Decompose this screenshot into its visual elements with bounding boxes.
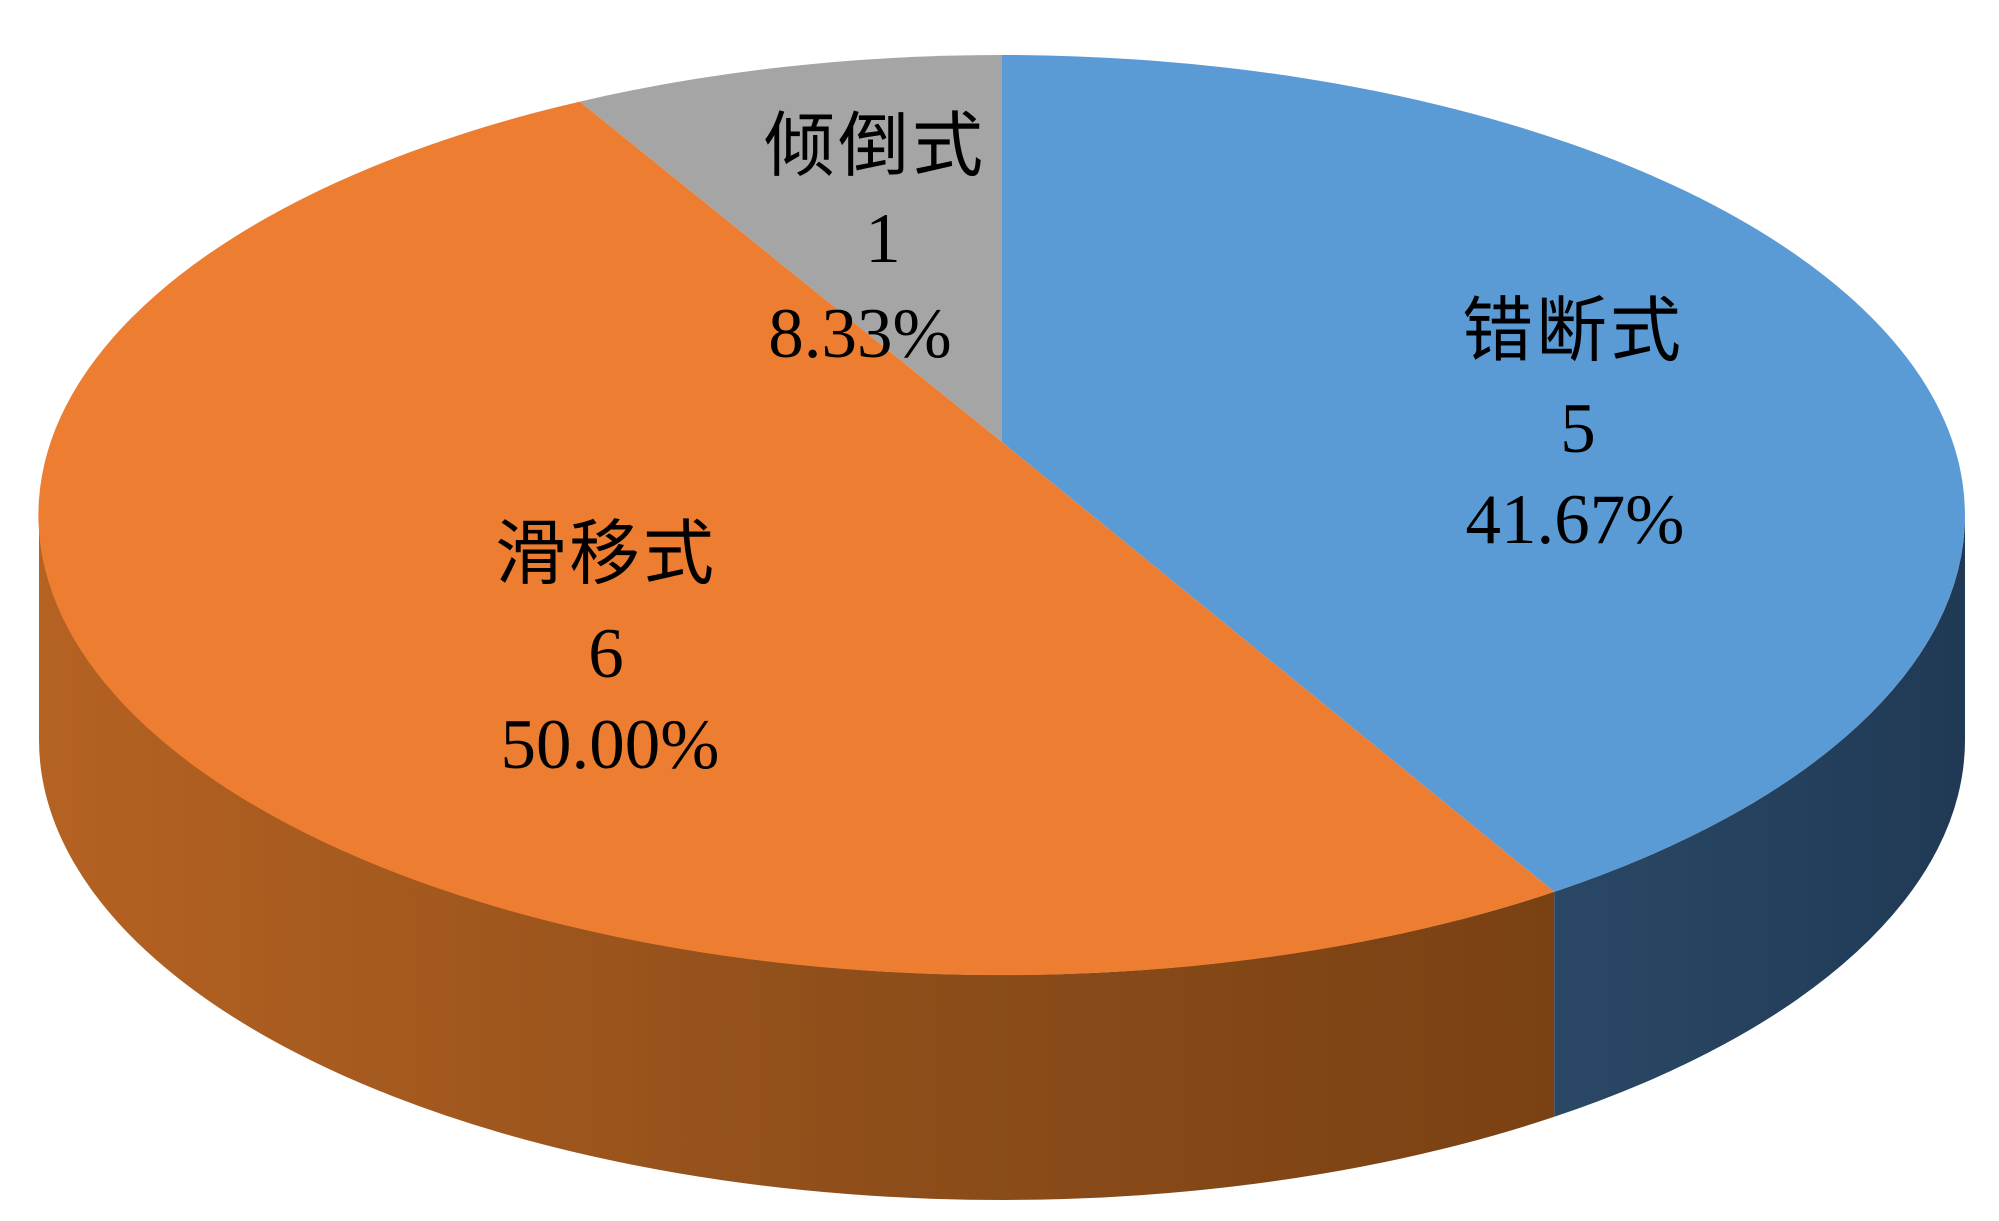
pie-slice-top-cuoduan <box>1002 55 1965 892</box>
slice-label-name-huayi: 滑移式 <box>495 516 717 594</box>
slice-label-value-qingdao: 1 <box>865 200 901 278</box>
slice-label-name-cuoduan: 错断式 <box>1462 293 1684 371</box>
slice-label-value-cuoduan: 5 <box>1560 390 1596 468</box>
pie-slice-top-huayi <box>38 101 1555 976</box>
slice-label-percent-huayi: 50.00% <box>501 706 720 784</box>
slice-label-group-huayi: 滑移式 6 50.00% <box>495 516 719 784</box>
slice-label-group-cuoduan: 错断式 5 41.67% <box>1462 293 1684 559</box>
slice-label-percent-cuoduan: 41.67% <box>1466 481 1685 559</box>
slice-label-group-qingdao: 倾倒式 1 8.33% <box>764 108 986 373</box>
slice-label-percent-qingdao: 8.33% <box>768 295 951 373</box>
slice-label-value-huayi: 6 <box>588 615 624 693</box>
slice-label-name-qingdao: 倾倒式 <box>764 108 986 186</box>
pie-slice-top-qingdao <box>579 55 1002 442</box>
pie-side-wall-blue <box>1554 515 1965 1117</box>
pie-side-wall-orange <box>39 515 1555 1200</box>
